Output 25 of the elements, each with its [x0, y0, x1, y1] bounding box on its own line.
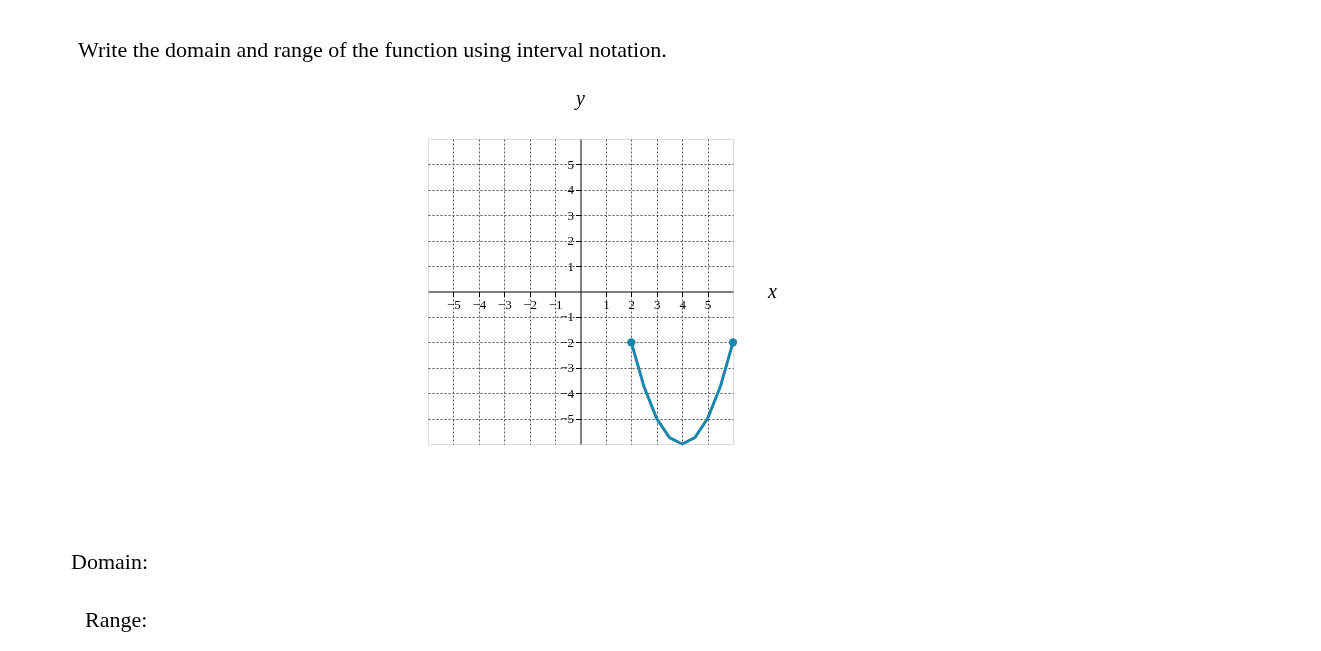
- text: Domain:: [71, 549, 148, 574]
- x-tick-label: 4: [679, 297, 687, 312]
- y-tick-label: 3: [567, 207, 574, 223]
- text: Range:: [85, 607, 148, 632]
- y-tick-label: −1: [560, 309, 574, 325]
- x-tick-label: 3: [654, 297, 661, 312]
- x-tick-label: −1: [548, 297, 563, 312]
- x-axis-title: x: [767, 279, 777, 302]
- x-tick-label: −4: [472, 297, 487, 312]
- y-tick-label: −3: [560, 360, 574, 376]
- y-tick-label: −5: [560, 411, 574, 427]
- x-tick-label: −2: [523, 297, 538, 312]
- x-tick-label: −3: [497, 297, 512, 312]
- y-tick-label: 1: [567, 258, 574, 274]
- y-tick-label: 2: [567, 233, 574, 249]
- y-axis-title: y: [574, 87, 586, 110]
- x-tick-label: 2: [628, 297, 636, 312]
- y-tick-label: −2: [560, 334, 574, 350]
- x-tick-label: 5: [704, 297, 712, 312]
- y-tick-label: 4: [567, 182, 575, 198]
- chart-title: Write the domain and range of the function using interval notation.: [78, 37, 667, 62]
- x-tick-label: −5: [446, 297, 461, 312]
- x-tick-label: 1: [603, 297, 610, 312]
- y-tick-label: −4: [560, 385, 575, 401]
- y-tick-label: 5: [567, 156, 574, 172]
